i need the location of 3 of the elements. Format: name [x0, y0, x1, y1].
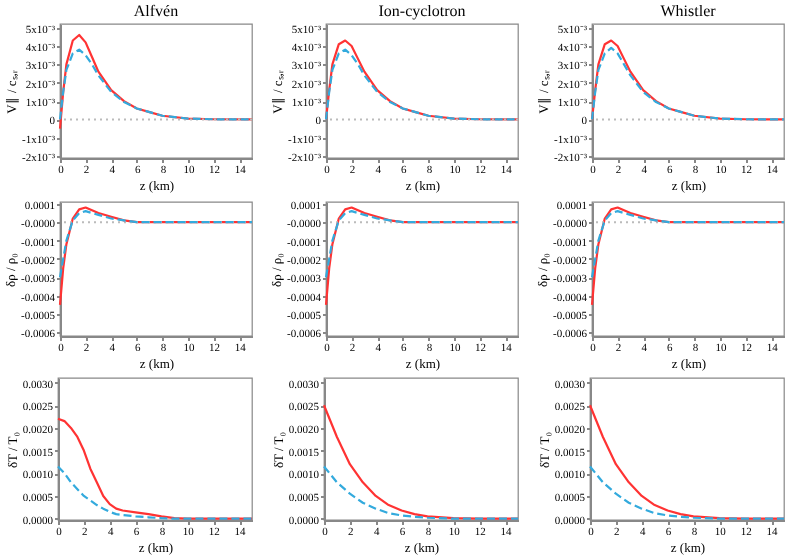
chart-title: Whistler	[660, 1, 717, 20]
chart-title: Alfvén	[133, 1, 179, 20]
chart-title: Ion-cyclotron	[378, 1, 466, 20]
